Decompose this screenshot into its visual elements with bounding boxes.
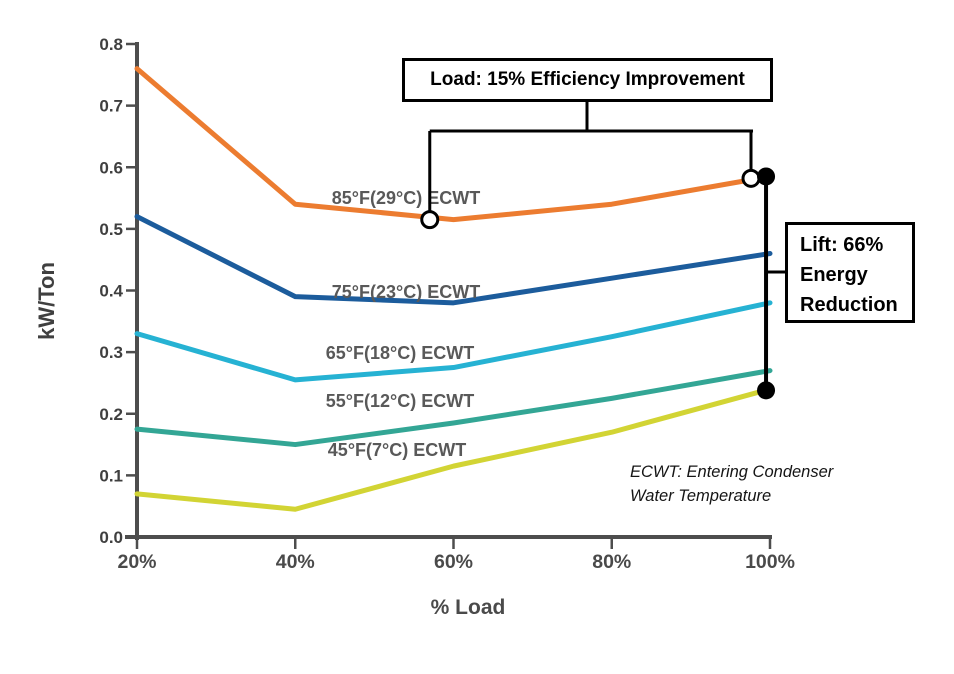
x-axis-title: % Load [430, 596, 506, 619]
y-tick-label: 0.3 [99, 343, 123, 362]
y-tick-label: 0.5 [99, 220, 123, 239]
load-efficiency-callout: Load: 15% Efficiency Improvement [402, 58, 773, 102]
series-line [134, 66, 773, 223]
series-line [134, 368, 773, 448]
y-axis-title: kW/Ton [34, 262, 59, 340]
x-tick-label: 20% [117, 551, 156, 573]
open-circle-marker [420, 210, 440, 230]
x-tick-label: 40% [276, 551, 315, 573]
lift-energy-callout: Lift: 66% Energy Reduction [785, 222, 915, 323]
series-line [134, 386, 773, 512]
y-tick-label: 0.6 [99, 158, 123, 177]
y-tick-label: 0.0 [99, 528, 123, 547]
x-tick-label: 80% [592, 551, 631, 573]
series-line [134, 214, 773, 306]
series-label: 65°F(18°C) ECWT [326, 343, 474, 363]
y-tick-label: 0.7 [99, 97, 123, 116]
y-tick-label: 0.4 [99, 282, 123, 301]
y-tick-label: 0.2 [99, 405, 123, 424]
x-tick-label: 100% [745, 551, 795, 573]
series-label: 85°F(29°C) ECWT [332, 188, 480, 208]
ecwt-footnote: ECWT: Entering Condenser Water Temperatu… [630, 463, 834, 505]
open-circle-marker [741, 168, 761, 188]
y-tick-label: 0.1 [99, 466, 123, 485]
x-tick-label: 60% [434, 551, 473, 573]
y-tick-label: 0.8 [99, 35, 123, 54]
series-line [134, 300, 773, 383]
series-label: 55°F(12°C) ECWT [326, 391, 474, 411]
series-label: 45°F(7°C) ECWT [328, 440, 466, 460]
filled-dot-marker [757, 381, 776, 400]
filled-dot-marker [757, 167, 776, 186]
series-label: 75°F(23°C) ECWT [332, 282, 480, 302]
